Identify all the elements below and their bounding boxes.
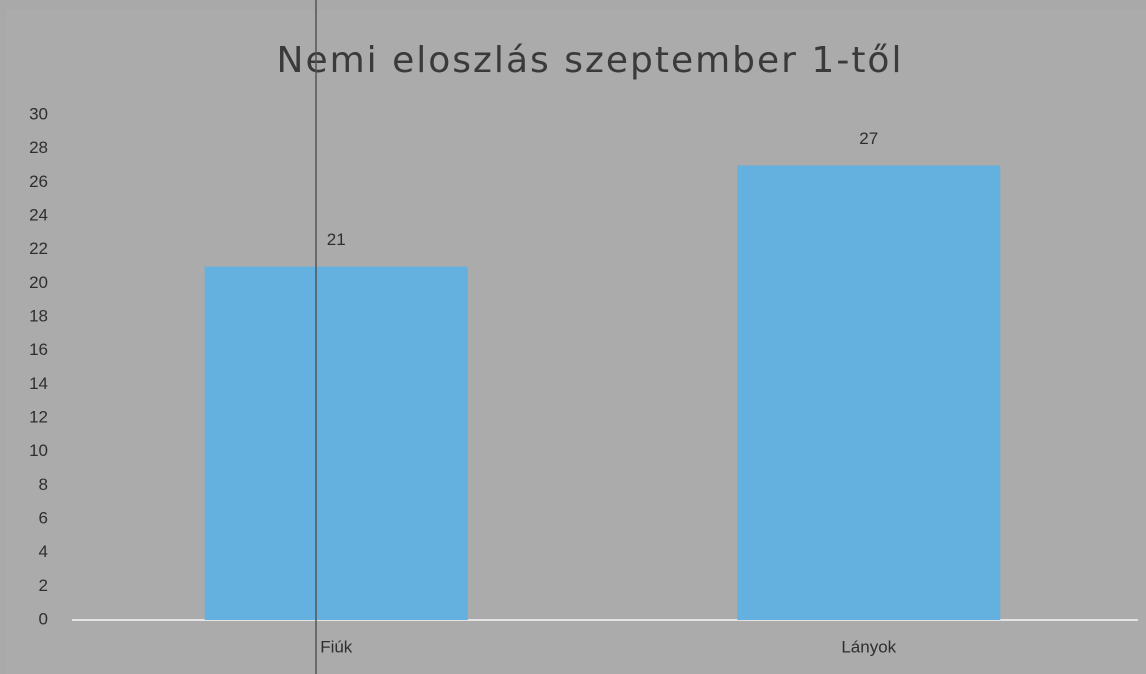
y-tick-label: 22 [29, 239, 48, 258]
data-label: 27 [859, 129, 878, 148]
y-tick-label: 16 [29, 340, 48, 359]
y-tick-label: 0 [39, 609, 48, 628]
chart-title: Nemi eloszlás szeptember 1-től [277, 40, 904, 81]
bar [204, 266, 468, 620]
y-tick-label: 30 [29, 104, 48, 123]
y-tick-label: 6 [39, 508, 48, 527]
y-tick-label: 18 [29, 306, 48, 325]
y-tick-label: 4 [39, 542, 48, 561]
y-tick-label: 20 [29, 273, 48, 292]
y-tick-label: 12 [29, 407, 48, 426]
y-tick-label: 26 [29, 172, 48, 191]
y-tick-label: 8 [39, 475, 48, 494]
x-tick-label: Lányok [841, 637, 896, 656]
x-tick-label: Fiúk [320, 637, 353, 656]
y-tick-label: 10 [29, 441, 48, 460]
y-tick-label: 24 [29, 205, 48, 224]
y-tick-label: 14 [29, 374, 48, 393]
data-label: 21 [327, 230, 346, 249]
y-tick-label: 28 [29, 138, 48, 157]
bar [737, 165, 1001, 620]
y-tick-label: 2 [39, 576, 48, 595]
